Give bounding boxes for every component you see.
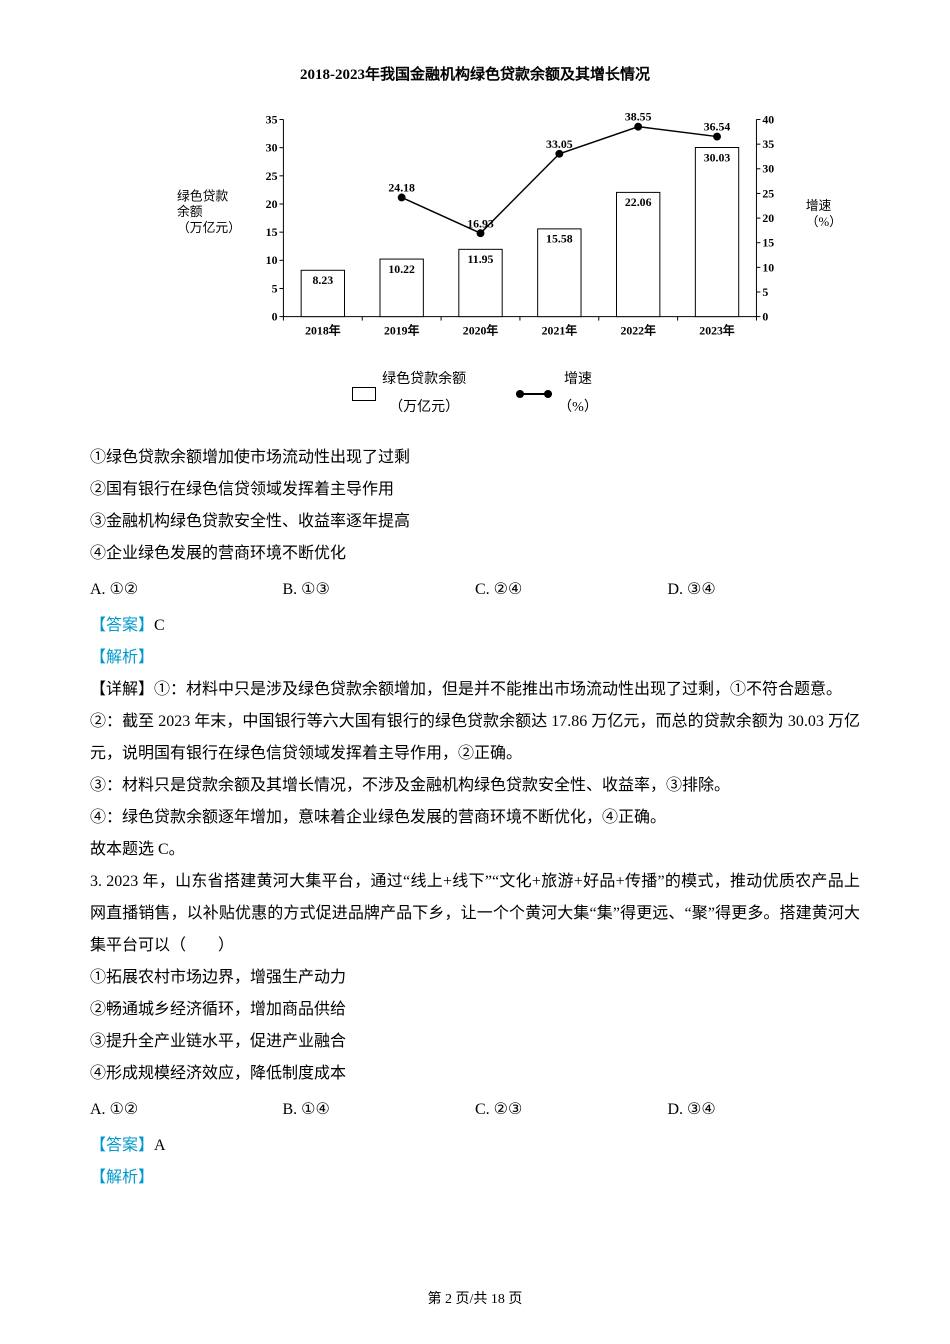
q3-stem-2: ②畅通城乡经济循环，增加商品供给 <box>90 994 860 1026</box>
chart-container: 2018-2023年我国金融机构绿色贷款余额及其增长情况 绿色贷款余额（万亿元）… <box>175 60 775 422</box>
svg-text:0: 0 <box>762 310 768 324</box>
q3-stem-4: ④形成规模经济效应，降低制度成本 <box>90 1058 860 1090</box>
q2-option-d: D. ③④ <box>668 574 861 606</box>
q2-stem-1: ①绿色贷款余额增加使市场流动性出现了过剩 <box>90 442 860 474</box>
legend-bar-label: 绿色贷款余额（万亿元） <box>382 366 466 422</box>
svg-text:35: 35 <box>762 137 774 151</box>
q3-option-b: B. ①④ <box>283 1094 476 1126</box>
svg-text:24.18: 24.18 <box>388 181 415 195</box>
svg-text:余额: 余额 <box>177 204 203 219</box>
q3-answer-line: 【答案】A <box>90 1130 860 1162</box>
q2-option-b: B. ①③ <box>283 574 476 606</box>
answer-label: 【答案】 <box>90 617 154 634</box>
q3-option-a: A. ①② <box>90 1094 283 1126</box>
analysis-label-2: 【解析】 <box>90 1162 860 1194</box>
svg-text:2022年: 2022年 <box>620 323 656 337</box>
q2-option-c: C. ②④ <box>475 574 668 606</box>
q2-stem-3: ③金融机构绿色贷款安全性、收益率逐年提高 <box>90 506 860 538</box>
svg-text:38.55: 38.55 <box>625 110 652 124</box>
q2-exp-3: ③：材料只是贷款余额及其增长情况，不涉及金融机构绿色贷款安全性、收益率，③排除。 <box>90 770 860 802</box>
svg-text:绿色贷款: 绿色贷款 <box>177 188 228 203</box>
svg-text:2020年: 2020年 <box>463 323 499 337</box>
q2-stem-2: ②国有银行在绿色信贷领域发挥着主导作用 <box>90 474 860 506</box>
q2-answer: C <box>154 617 165 634</box>
analysis-label: 【解析】 <box>90 642 860 674</box>
q2-option-a: A. ①② <box>90 574 283 606</box>
svg-text:10: 10 <box>266 253 278 267</box>
svg-text:增速: 增速 <box>806 199 832 213</box>
legend-line-label: 增速（%） <box>558 366 598 422</box>
svg-text:33.05: 33.05 <box>546 137 573 151</box>
q3-stem: 3. 2023 年，山东省搭建黄河大集平台，通过“线上+线下”“文化+旅游+好品… <box>90 866 860 962</box>
svg-text:22.06: 22.06 <box>625 195 652 209</box>
answer-label-2: 【答案】 <box>90 1137 154 1154</box>
legend-line-swatch <box>516 393 552 395</box>
svg-text:30: 30 <box>762 162 774 176</box>
svg-text:30.03: 30.03 <box>704 150 731 164</box>
svg-text:11.95: 11.95 <box>468 252 494 266</box>
svg-text:16.93: 16.93 <box>467 216 494 230</box>
legend-line: 增速（%） <box>516 366 598 422</box>
svg-text:36.54: 36.54 <box>704 120 731 134</box>
svg-text:25: 25 <box>762 186 774 200</box>
q3-option-c: C. ②③ <box>475 1094 668 1126</box>
q2-exp-5: 故本题选 C。 <box>90 834 860 866</box>
svg-text:2019年: 2019年 <box>384 323 420 337</box>
q2-stem-4: ④企业绿色发展的营商环境不断优化 <box>90 538 860 570</box>
legend-bar: 绿色贷款余额（万亿元） <box>352 366 466 422</box>
svg-text:0: 0 <box>272 310 278 324</box>
q2-answer-line: 【答案】C <box>90 610 860 642</box>
q3-options: A. ①② B. ①④ C. ②③ D. ③④ <box>90 1094 860 1126</box>
legend-bar-swatch <box>352 387 376 401</box>
q2-exp-1: 【详解】①：材料中只是涉及绿色贷款余额增加，但是并不能推出市场流动性出现了过剩，… <box>90 674 860 706</box>
svg-text:8.23: 8.23 <box>312 273 333 287</box>
q3-answer: A <box>154 1137 166 1154</box>
svg-text:10.22: 10.22 <box>388 262 415 276</box>
svg-text:（万亿元）: （万亿元） <box>177 221 241 235</box>
q3-stem-1: ①拓展农村市场边界，增强生产动力 <box>90 962 860 994</box>
chart-title: 2018-2023年我国金融机构绿色贷款余额及其增长情况 <box>175 60 775 90</box>
q3-stem-3: ③提升全产业链水平，促进产业融合 <box>90 1026 860 1058</box>
svg-text:30: 30 <box>266 141 278 155</box>
q2-exp-2: ②：截至 2023 年末，中国银行等六大国有银行的绿色贷款余额达 17.86 万… <box>90 706 860 770</box>
chart-legend: 绿色贷款余额（万亿元） 增速（%） <box>175 366 775 422</box>
svg-text:20: 20 <box>266 197 278 211</box>
svg-text:25: 25 <box>266 169 278 183</box>
q2-options: A. ①② B. ①③ C. ②④ D. ③④ <box>90 574 860 606</box>
svg-text:35: 35 <box>266 112 278 126</box>
svg-text:40: 40 <box>762 112 774 126</box>
detail-label: 【详解】 <box>90 681 154 698</box>
svg-text:5: 5 <box>762 285 768 299</box>
q3-option-d: D. ③④ <box>668 1094 861 1126</box>
svg-text:2021年: 2021年 <box>542 323 578 337</box>
svg-text:（%）: （%） <box>806 215 842 229</box>
page-footer: 第 2 页/共 18 页 <box>0 1286 950 1314</box>
svg-text:15: 15 <box>762 236 774 250</box>
svg-text:20: 20 <box>762 211 774 225</box>
q2-exp-4: ④：绿色贷款余额逐年增加，意味着企业绿色发展的营商环境不断优化，④正确。 <box>90 802 860 834</box>
svg-text:5: 5 <box>272 281 278 295</box>
svg-text:2023年: 2023年 <box>699 323 735 337</box>
svg-text:2018年: 2018年 <box>305 323 341 337</box>
svg-text:10: 10 <box>762 260 774 274</box>
svg-text:15: 15 <box>266 225 278 239</box>
svg-text:15.58: 15.58 <box>546 232 573 246</box>
